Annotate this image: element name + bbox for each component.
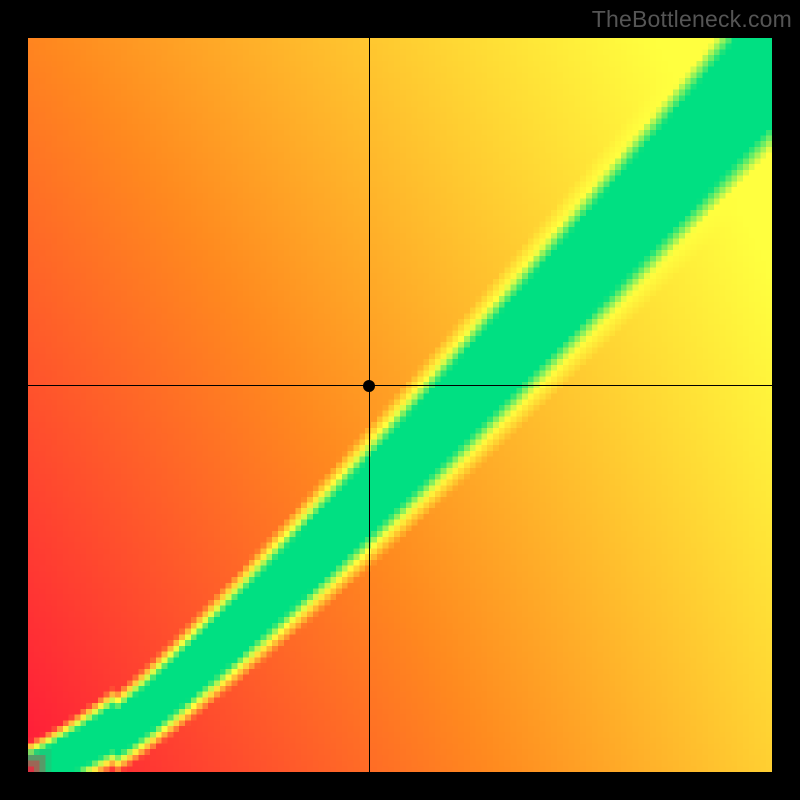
- bottleneck-heatmap: [28, 38, 772, 772]
- frame-right: [772, 0, 800, 800]
- crosshair-horizontal: [28, 385, 772, 386]
- frame-left: [0, 0, 28, 800]
- frame-bottom: [0, 772, 800, 800]
- crosshair-vertical: [369, 38, 370, 772]
- chart-container: { "watermark": "TheBottleneck.com", "cha…: [0, 0, 800, 800]
- watermark-text: TheBottleneck.com: [592, 6, 792, 33]
